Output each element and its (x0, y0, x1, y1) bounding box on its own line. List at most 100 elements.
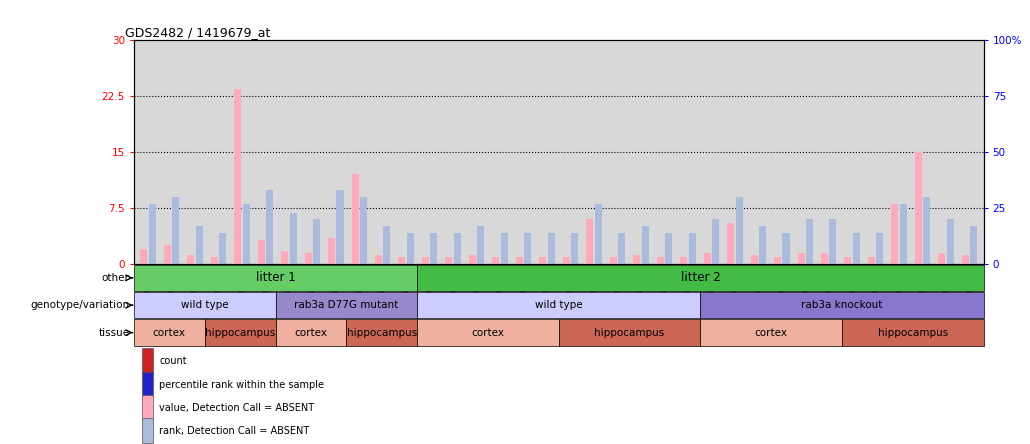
Bar (680, 257, 687, 264)
Text: cortex: cortex (755, 328, 788, 337)
Text: hippocampus: hippocampus (205, 328, 275, 337)
Text: rab3a knockout: rab3a knockout (801, 300, 883, 310)
Bar (211, 257, 217, 264)
Bar (417, 265, 984, 291)
Bar (821, 253, 828, 264)
Bar (727, 223, 734, 264)
Text: hippocampus: hippocampus (594, 328, 664, 337)
Text: count: count (160, 356, 187, 365)
Text: litter 1: litter 1 (255, 271, 296, 284)
Bar (540, 257, 546, 264)
Text: other: other (102, 273, 130, 283)
Bar (947, 219, 954, 264)
Bar (572, 233, 578, 264)
Bar (445, 257, 452, 264)
Bar (548, 233, 555, 264)
Bar (417, 292, 700, 318)
Bar (970, 226, 977, 264)
Bar (164, 246, 171, 264)
Text: genotype/variation: genotype/variation (31, 300, 130, 310)
Bar (900, 204, 906, 264)
Bar (805, 219, 813, 264)
Bar (243, 204, 249, 264)
Bar (689, 233, 695, 264)
Bar (196, 226, 203, 264)
Bar (305, 253, 312, 264)
Bar (281, 251, 288, 264)
Text: cortex: cortex (152, 328, 185, 337)
Bar (712, 219, 719, 264)
Bar (359, 197, 367, 264)
Bar (586, 219, 593, 264)
Bar (407, 233, 414, 264)
Bar (205, 320, 275, 346)
Bar (962, 255, 969, 264)
Text: rab3a D77G mutant: rab3a D77G mutant (295, 300, 399, 310)
Bar (657, 257, 663, 264)
Text: percentile rank within the sample: percentile rank within the sample (160, 380, 324, 389)
Text: cortex: cortex (472, 328, 505, 337)
Bar (759, 226, 766, 264)
Bar (853, 233, 860, 264)
Bar (134, 265, 417, 291)
Text: wild type: wild type (535, 300, 583, 310)
Bar (700, 320, 842, 346)
Bar (134, 292, 275, 318)
Bar (219, 233, 227, 264)
Bar (610, 257, 617, 264)
Bar (375, 255, 382, 264)
Bar (454, 233, 460, 264)
Bar (868, 257, 874, 264)
Bar (915, 152, 922, 264)
Bar (477, 226, 484, 264)
Bar (642, 226, 649, 264)
Text: litter 2: litter 2 (681, 271, 720, 284)
Bar (142, 348, 152, 373)
Bar (938, 253, 946, 264)
Bar (417, 320, 558, 346)
Bar (845, 257, 852, 264)
Text: value, Detection Call = ABSENT: value, Detection Call = ABSENT (160, 403, 314, 412)
Bar (422, 257, 428, 264)
Text: cortex: cortex (295, 328, 328, 337)
Bar (234, 88, 241, 264)
Bar (562, 257, 570, 264)
Bar (665, 233, 673, 264)
Bar (431, 233, 438, 264)
Bar (313, 219, 320, 264)
Bar (275, 320, 346, 346)
Bar (594, 204, 602, 264)
Bar (469, 255, 476, 264)
Bar (524, 233, 531, 264)
Bar (891, 204, 898, 264)
Bar (134, 320, 205, 346)
Bar (501, 233, 508, 264)
Bar (383, 226, 390, 264)
Bar (172, 197, 179, 264)
Bar (829, 219, 836, 264)
Text: hippocampus: hippocampus (347, 328, 417, 337)
Bar (783, 233, 790, 264)
Bar (735, 197, 743, 264)
Bar (289, 213, 297, 264)
Bar (558, 320, 700, 346)
Bar (142, 418, 152, 443)
Text: wild type: wild type (181, 300, 229, 310)
Bar (337, 190, 344, 264)
Bar (516, 257, 523, 264)
Bar (142, 395, 152, 420)
Bar (703, 253, 711, 264)
Bar (923, 197, 930, 264)
Bar (140, 249, 147, 264)
Bar (842, 320, 984, 346)
Bar (187, 255, 195, 264)
Bar (492, 257, 500, 264)
Bar (774, 257, 781, 264)
Bar (142, 372, 152, 397)
Bar (258, 240, 265, 264)
Bar (797, 253, 804, 264)
Bar (346, 320, 417, 346)
Bar (751, 255, 758, 264)
Bar (351, 174, 358, 264)
Bar (633, 255, 641, 264)
